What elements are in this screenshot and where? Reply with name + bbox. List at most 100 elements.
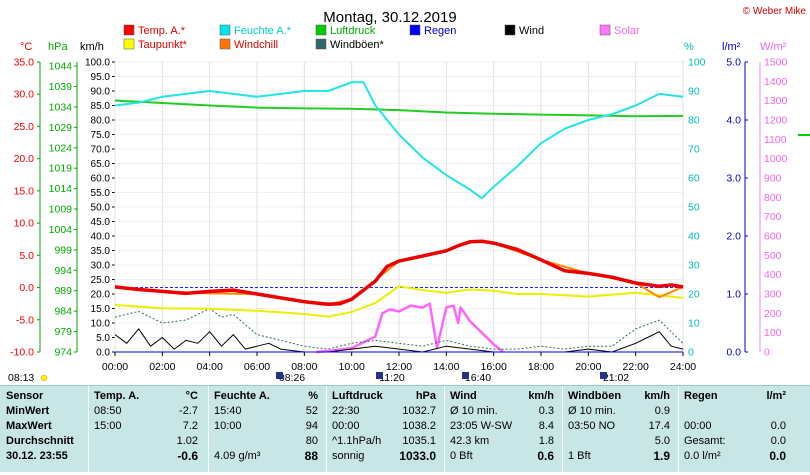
wind-tick-label: 15.0	[91, 304, 111, 315]
cell-time: sonnig	[332, 450, 365, 462]
cell-value: 17.4	[648, 420, 670, 432]
weather-chart: Montag, 30.12.2019 © Weber Mike Temp. A.…	[8, 6, 810, 384]
cell-value: -0.6	[177, 449, 198, 463]
cell-time: 0 Bft	[450, 450, 473, 462]
cell-value: 7.2	[182, 420, 198, 432]
wind-tick-label: 80.0	[91, 116, 111, 127]
cell-value: 94	[305, 420, 318, 432]
table-cell-row: Ø 10 min. 0.9	[568, 404, 674, 419]
solar-tick-label: 0	[764, 347, 770, 359]
temp-tick-label: 25.0	[14, 121, 35, 133]
wind-tick-label: 75.0	[91, 130, 111, 141]
row-label-current: 30.12. 23:55	[6, 450, 68, 462]
temp-col: Temp. A. °C 08:50 -2.7 15:00 7.2 1.02 -0.6	[94, 389, 202, 475]
solar-tick-label: 300	[764, 289, 782, 301]
col-header: Luftdruck hPa	[332, 389, 440, 404]
solar-tick-label: 1400	[764, 76, 788, 88]
wind-tick-label: 70.0	[91, 145, 111, 156]
cell-time: 22:30	[332, 405, 360, 417]
hum-tick-label: 40	[688, 231, 700, 243]
divider	[88, 386, 89, 472]
legend-label: Taupunkt*	[138, 39, 188, 51]
table-cell-row: 00:00 1038.2	[332, 419, 440, 434]
press-tick-label: 979	[54, 326, 72, 338]
sun-event-label: 08:26	[279, 372, 305, 384]
wind-tick-label: 85.0	[91, 101, 111, 112]
legend-label: Temp. A.*	[138, 25, 186, 37]
legend-swatch	[219, 38, 231, 50]
legend-swatch	[599, 24, 611, 36]
time-tick-label: 10:00	[339, 361, 365, 373]
table-cell-row	[684, 404, 790, 419]
table-cell-row: 0.0 l/m² 0.0	[684, 449, 790, 464]
legend-swatch	[504, 24, 516, 36]
cell-time: 00:00	[332, 420, 360, 432]
press-tick-label: 1029	[49, 122, 73, 134]
divider	[208, 386, 209, 472]
wind-tick-label: 40.0	[91, 232, 111, 243]
time-tick-label: 20:00	[575, 361, 601, 373]
time-tick-label: 02:00	[149, 361, 175, 373]
legend-swatch	[315, 24, 327, 36]
hum-tick-label: 70	[688, 144, 700, 156]
series-line-taupunkt	[114, 285, 684, 318]
cell-value: 5.0	[654, 435, 670, 447]
legend-label: Solar	[614, 25, 640, 37]
divider	[326, 386, 327, 472]
sun-event-label: 11:20	[379, 372, 405, 384]
legend-label: Luftdruck	[330, 25, 376, 37]
table-cell-row: 03:50 NO 17.4	[568, 419, 674, 434]
hum-col: Feuchte A.% 15:40 52 10:00 94 80 4.09 g/m³ 88	[214, 389, 322, 475]
wind-tick-label: 5.0	[96, 333, 110, 344]
moon-icon	[462, 372, 469, 379]
cell-time: 1 Bft	[568, 450, 591, 462]
time-tick-label: 14:00	[433, 361, 459, 373]
solar-tick-label: 1300	[764, 95, 788, 107]
legend-label: Windböen*	[330, 39, 385, 51]
col-header-label: Windböen	[568, 390, 622, 402]
table-cell-row: Gesamt: 0.0	[684, 434, 790, 449]
hum-tick-label: 60	[688, 173, 700, 185]
cell-time: Ø 10 min.	[450, 405, 498, 417]
cell-value: 1033.0	[399, 449, 436, 463]
col-header-unit: km/h	[644, 390, 670, 402]
cell-value: 0.6	[537, 449, 554, 463]
table-cell-row: 0 Bft 0.6	[450, 449, 558, 464]
temp-tick-label: 15.0	[14, 185, 35, 197]
hum-tick-label: 20	[688, 289, 700, 301]
temp-unit: °C	[20, 41, 32, 53]
col-header-unit: l/m²	[766, 390, 786, 402]
divider	[562, 386, 563, 472]
rain-col: Regen l/m² 00:00 0.0 Gesamt: 0.0 0.0 l/m² 0.0	[684, 389, 790, 475]
rain-tick-label: 3.0	[726, 173, 741, 185]
press-tick-label: 999	[54, 244, 72, 256]
temp-tick-label: 5.0	[19, 250, 34, 262]
time-tick-label: 18:00	[528, 361, 554, 373]
wind-col: Wind km/h Ø 10 min. 0.3 23:05 W-SW 8.4 42.3 km…	[450, 389, 558, 475]
press-tick-label: 974	[54, 347, 72, 359]
hum-tick-label: 10	[688, 318, 700, 330]
solar-unit: W/m²	[760, 41, 787, 53]
solar-tick-label: 1500	[764, 57, 788, 69]
stats-table: Sensor MinWert MaxWert Durchschnitt 30.1…	[0, 385, 810, 472]
rain-tick-label: 5.0	[726, 57, 741, 69]
col-header: Windböen km/h	[568, 389, 674, 404]
solar-tick-label: 100	[764, 327, 782, 339]
rain-tick-label: 0.0	[726, 347, 741, 359]
legend-label: Regen	[424, 25, 456, 37]
wind-tick-label: 35.0	[91, 246, 111, 257]
cell-value: 0.9	[654, 405, 670, 417]
temp-tick-label: 20.0	[14, 153, 35, 165]
table-cell-row: 1 Bft 1.9	[568, 449, 674, 464]
wind-tick-label: 20.0	[91, 290, 111, 301]
legend-swatch	[409, 24, 421, 36]
wind-unit: km/h	[80, 41, 104, 53]
press-tick-label: 1034	[49, 101, 73, 113]
wind-tick-label: 0.0	[96, 348, 110, 359]
temp-tick-label: 35.0	[14, 57, 35, 69]
wind-tick-label: 50.0	[91, 203, 111, 214]
table-cell-row: 4.09 g/m³ 88	[214, 449, 322, 464]
press-tick-label: 1024	[49, 142, 73, 154]
cell-time: 0.0 l/m²	[684, 450, 721, 462]
divider	[678, 386, 679, 472]
